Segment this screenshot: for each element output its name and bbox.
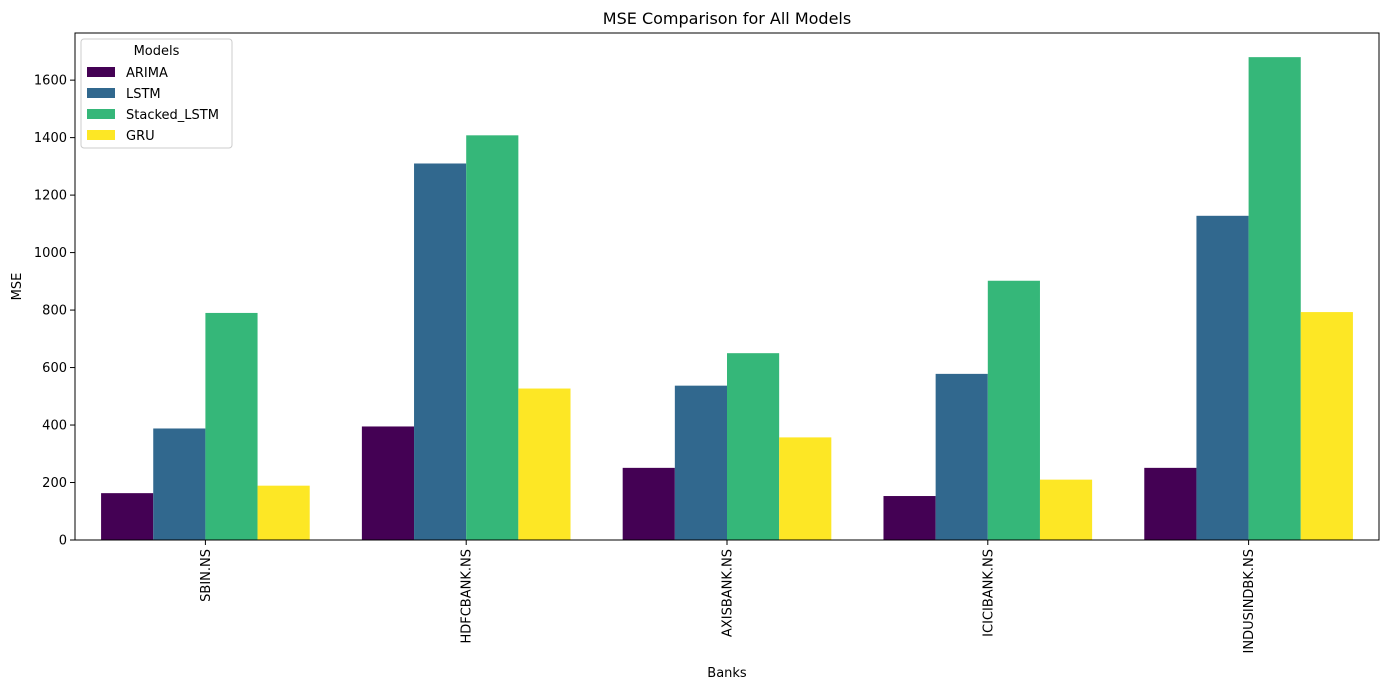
x-axis-title: Banks xyxy=(707,666,747,681)
bar-gru-0 xyxy=(257,485,310,540)
x-tick-label: INDUSINDBK.NS xyxy=(1242,549,1257,653)
bar-arima-0 xyxy=(101,493,154,540)
bar-arima-1 xyxy=(361,426,415,540)
y-tick-label: 800 xyxy=(42,304,67,319)
x-tick-label: SBIN.NS xyxy=(199,549,214,602)
legend-swatch-gru xyxy=(87,130,115,140)
x-tick-label: AXISBANK.NS xyxy=(721,549,736,637)
chart-title: MSE Comparison for All Models xyxy=(603,9,851,28)
bar-stacked-lstm-3 xyxy=(987,280,1040,540)
y-tick-label: 600 xyxy=(42,361,67,376)
legend-swatch-arima xyxy=(87,67,115,77)
bar-stacked-lstm-1 xyxy=(466,135,519,540)
bar-arima-4 xyxy=(1144,467,1197,540)
y-tick-label: 1200 xyxy=(34,189,67,204)
bar-arima-2 xyxy=(622,467,675,540)
bar-stacked-lstm-2 xyxy=(727,353,780,540)
bar-lstm-0 xyxy=(153,428,206,540)
bar-arima-3 xyxy=(883,496,936,540)
bar-lstm-2 xyxy=(674,385,727,540)
bars-group xyxy=(101,57,1353,541)
legend-label-arima: ARIMA xyxy=(126,66,168,81)
legend-swatch-stacked-lstm xyxy=(87,109,115,119)
x-axis: SBIN.NS HDFCBANK.NS AXISBANK.NS ICICIBANK.N… xyxy=(199,540,1257,653)
legend-box xyxy=(80,38,233,149)
legend-swatch-lstm xyxy=(87,88,115,98)
y-tick-label: 1400 xyxy=(34,131,67,146)
bar-gru-3 xyxy=(1039,479,1093,540)
bar-gru-2 xyxy=(779,437,832,540)
bar-lstm-3 xyxy=(935,373,988,540)
y-tick-label: 0 xyxy=(59,534,67,549)
bar-lstm-1 xyxy=(414,163,467,541)
x-tick-label: ICICIBANK.NS xyxy=(981,549,996,637)
bar-stacked-lstm-0 xyxy=(205,312,258,540)
y-tick-label: 200 xyxy=(42,476,67,491)
y-axis-title: MSE xyxy=(10,273,25,301)
legend-title: Models xyxy=(134,44,180,59)
bar-stacked-lstm-4 xyxy=(1248,57,1301,540)
y-axis: 0 200 400 600 800 1000 1200 1400 1600 xyxy=(34,74,75,549)
y-tick-label: 1000 xyxy=(34,246,67,261)
legend-label-gru: GRU xyxy=(126,129,155,144)
legend-label-lstm: LSTM xyxy=(126,87,161,102)
legend-label-stacked-lstm: Stacked_LSTM xyxy=(126,108,219,123)
y-tick-label: 400 xyxy=(42,419,67,434)
y-tick-label: 1600 xyxy=(34,74,67,89)
bar-gru-1 xyxy=(518,388,571,540)
bar-lstm-4 xyxy=(1196,215,1249,541)
legend: Models ARIMA LSTM Stacked_LSTM GRU xyxy=(80,38,233,149)
bar-gru-4 xyxy=(1300,312,1353,540)
x-tick-label: HDFCBANK.NS xyxy=(460,549,475,644)
